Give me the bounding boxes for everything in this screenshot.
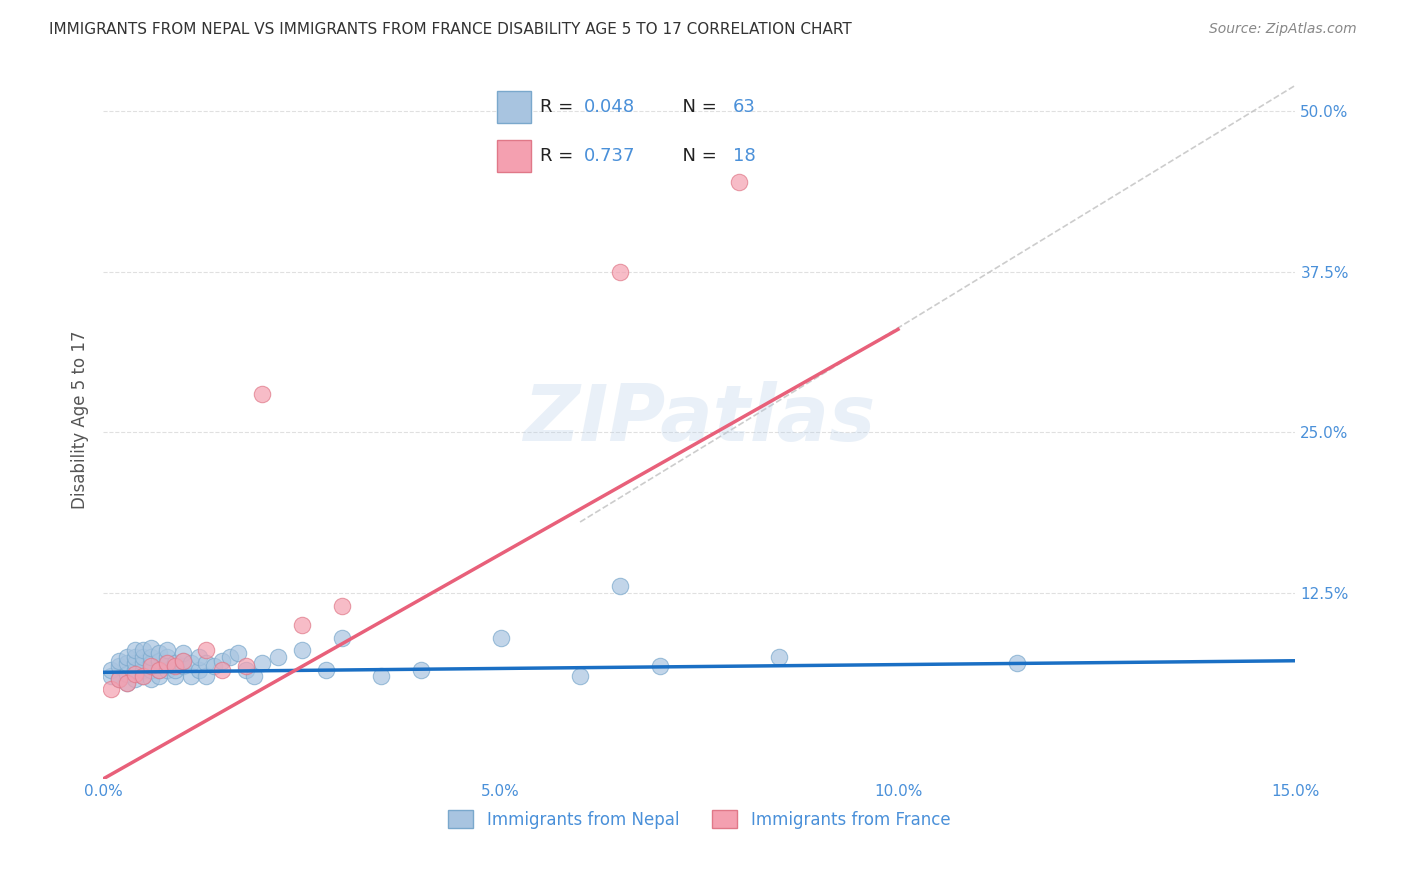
Point <box>648 659 671 673</box>
Text: ZIPatlas: ZIPatlas <box>523 381 876 458</box>
Point <box>156 657 179 671</box>
Point <box>139 659 162 673</box>
Point <box>315 663 337 677</box>
Point <box>139 649 162 664</box>
Point <box>108 672 131 686</box>
Point <box>219 649 242 664</box>
Point <box>132 657 155 671</box>
Point <box>132 649 155 664</box>
Text: IMMIGRANTS FROM NEPAL VS IMMIGRANTS FROM FRANCE DISABILITY AGE 5 TO 17 CORRELATI: IMMIGRANTS FROM NEPAL VS IMMIGRANTS FROM… <box>49 22 852 37</box>
Point <box>132 669 155 683</box>
Point <box>139 672 162 686</box>
Point <box>124 672 146 686</box>
Point <box>156 657 179 671</box>
Point <box>250 657 273 671</box>
Point <box>195 669 218 683</box>
Point <box>172 654 194 668</box>
Y-axis label: Disability Age 5 to 17: Disability Age 5 to 17 <box>72 330 89 508</box>
Point <box>211 663 233 677</box>
Point <box>100 681 122 696</box>
Point <box>163 659 186 673</box>
Point <box>148 663 170 677</box>
Point <box>180 657 202 671</box>
Point <box>156 643 179 657</box>
Point <box>1007 657 1029 671</box>
Point <box>115 675 138 690</box>
Point <box>115 675 138 690</box>
Legend: Immigrants from Nepal, Immigrants from France: Immigrants from Nepal, Immigrants from F… <box>441 804 957 835</box>
Point <box>132 663 155 677</box>
Point <box>172 659 194 673</box>
Point <box>267 649 290 664</box>
Point <box>187 649 209 664</box>
Text: Source: ZipAtlas.com: Source: ZipAtlas.com <box>1209 22 1357 37</box>
Point <box>330 599 353 613</box>
Point <box>172 654 194 668</box>
Point <box>148 669 170 683</box>
Point <box>132 643 155 657</box>
Point <box>115 666 138 681</box>
Point <box>728 175 751 189</box>
Point <box>100 669 122 683</box>
Point <box>163 657 186 671</box>
Point <box>768 649 790 664</box>
Point <box>108 672 131 686</box>
Point <box>124 649 146 664</box>
Point <box>202 659 225 673</box>
Point <box>609 264 631 278</box>
Point <box>148 663 170 677</box>
Point <box>163 669 186 683</box>
Point <box>569 669 592 683</box>
Point <box>291 617 314 632</box>
Point <box>195 643 218 657</box>
Point <box>235 659 257 673</box>
Point <box>243 669 266 683</box>
Point <box>409 663 432 677</box>
Point <box>156 649 179 664</box>
Point <box>330 631 353 645</box>
Point <box>370 669 392 683</box>
Point <box>163 663 186 677</box>
Point <box>124 666 146 681</box>
Point <box>172 646 194 660</box>
Point <box>489 631 512 645</box>
Point <box>115 649 138 664</box>
Point <box>115 657 138 671</box>
Point <box>211 654 233 668</box>
Point <box>108 654 131 668</box>
Point <box>250 386 273 401</box>
Point <box>139 663 162 677</box>
Point <box>180 669 202 683</box>
Point <box>156 663 179 677</box>
Point <box>108 659 131 673</box>
Point <box>187 663 209 677</box>
Point <box>226 646 249 660</box>
Point <box>124 663 146 677</box>
Point <box>100 663 122 677</box>
Point <box>132 669 155 683</box>
Point <box>139 657 162 671</box>
Point <box>148 654 170 668</box>
Point <box>124 657 146 671</box>
Point <box>148 646 170 660</box>
Point <box>235 663 257 677</box>
Point <box>291 643 314 657</box>
Point <box>609 579 631 593</box>
Point <box>124 643 146 657</box>
Point <box>195 657 218 671</box>
Point <box>139 640 162 655</box>
